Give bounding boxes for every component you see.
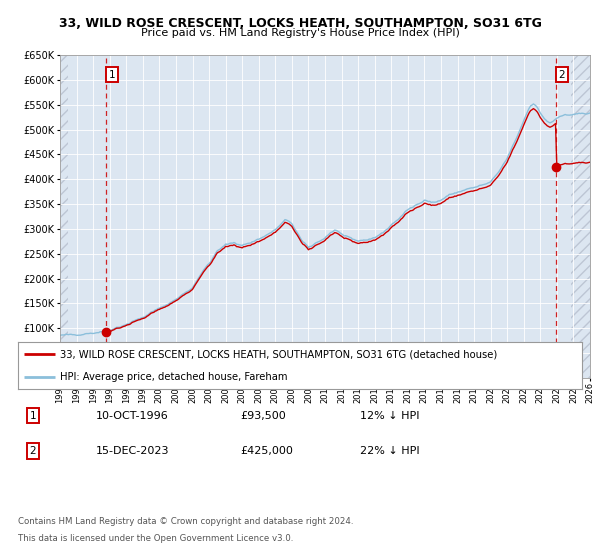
Text: 1: 1 — [29, 410, 37, 421]
Text: £93,500: £93,500 — [240, 410, 286, 421]
Text: HPI: Average price, detached house, Fareham: HPI: Average price, detached house, Fare… — [60, 372, 288, 382]
Text: 22% ↓ HPI: 22% ↓ HPI — [360, 446, 419, 456]
Text: 12% ↓ HPI: 12% ↓ HPI — [360, 410, 419, 421]
Text: This data is licensed under the Open Government Licence v3.0.: This data is licensed under the Open Gov… — [18, 534, 293, 543]
Text: 10-OCT-1996: 10-OCT-1996 — [96, 410, 169, 421]
Text: 33, WILD ROSE CRESCENT, LOCKS HEATH, SOUTHAMPTON, SO31 6TG (detached house): 33, WILD ROSE CRESCENT, LOCKS HEATH, SOU… — [60, 349, 497, 360]
Text: 2: 2 — [559, 69, 565, 80]
Text: 33, WILD ROSE CRESCENT, LOCKS HEATH, SOUTHAMPTON, SO31 6TG: 33, WILD ROSE CRESCENT, LOCKS HEATH, SOU… — [59, 17, 541, 30]
Text: 2: 2 — [29, 446, 37, 456]
Text: Price paid vs. HM Land Registry's House Price Index (HPI): Price paid vs. HM Land Registry's House … — [140, 28, 460, 38]
Text: £425,000: £425,000 — [240, 446, 293, 456]
Text: 15-DEC-2023: 15-DEC-2023 — [96, 446, 170, 456]
Text: 1: 1 — [109, 69, 115, 80]
Text: Contains HM Land Registry data © Crown copyright and database right 2024.: Contains HM Land Registry data © Crown c… — [18, 517, 353, 526]
